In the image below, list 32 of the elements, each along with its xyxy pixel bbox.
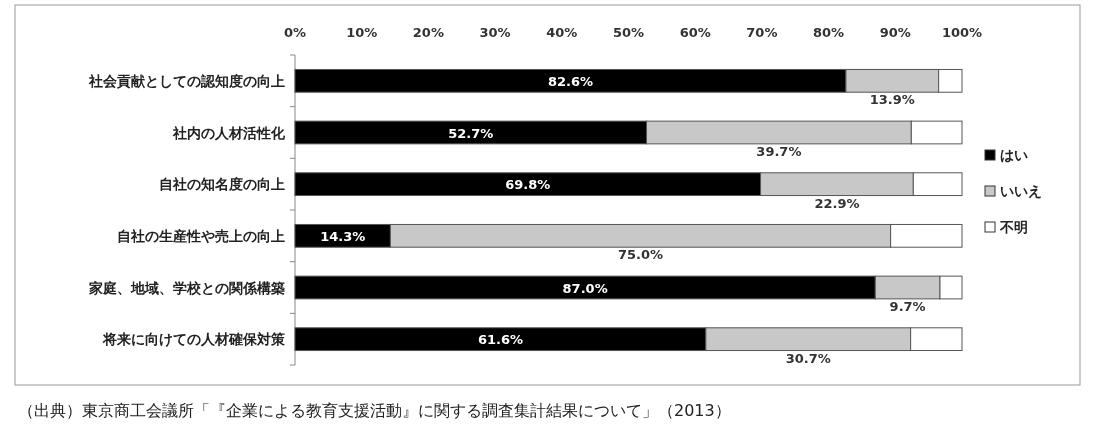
x-tick-label: 90% bbox=[879, 25, 911, 40]
y-tick-label: 自社の知名度の向上 bbox=[159, 176, 285, 193]
y-tick-label: 家庭、地域、学校との関係構築 bbox=[88, 279, 285, 296]
y-tick-label: 自社の生産性や売上の向上 bbox=[117, 227, 285, 244]
y-tick-label: 将来に向けての人材確保対策 bbox=[102, 331, 286, 348]
data-label: 82.6% bbox=[547, 73, 594, 89]
data-label: 52.7% bbox=[448, 125, 494, 141]
legend-label: はい bbox=[1000, 147, 1028, 163]
legend-label: いいえ bbox=[1000, 183, 1042, 199]
x-tick-label: 50% bbox=[612, 25, 645, 40]
data-label: 69.8% bbox=[505, 177, 551, 193]
x-tick-label: 20% bbox=[412, 25, 444, 40]
data-label: 13.9% bbox=[869, 92, 915, 108]
data-label: 22.9% bbox=[814, 195, 860, 211]
text: （出典）東京商工会議所「『企業による教育支援活動』に関する調査集計結果について」（2013） bbox=[18, 401, 731, 420]
x-tick-label: 40% bbox=[546, 25, 578, 40]
data-label: 9.7% bbox=[889, 298, 926, 314]
x-tick-label: 70% bbox=[746, 25, 778, 40]
x-tick-label: 30% bbox=[479, 25, 511, 40]
data-label: 61.6% bbox=[477, 332, 523, 348]
data-label: 30.7% bbox=[785, 350, 831, 366]
x-tick-label: 0% bbox=[283, 25, 307, 40]
data-label: 75.0% bbox=[617, 247, 664, 263]
x-tick-label: 80% bbox=[813, 25, 845, 40]
data-label: 14.3% bbox=[320, 228, 366, 244]
x-tick-label: 60% bbox=[679, 25, 711, 40]
y-tick-label: 社会貢献としての認知度の向上 bbox=[88, 72, 285, 89]
y-tick-label: 社内の人材活性化 bbox=[172, 124, 286, 141]
data-label: 87.0% bbox=[562, 280, 608, 296]
x-tick-label: 10% bbox=[346, 25, 378, 40]
x-tick-label: 100% bbox=[941, 25, 983, 40]
data-label: 39.7% bbox=[756, 143, 802, 159]
